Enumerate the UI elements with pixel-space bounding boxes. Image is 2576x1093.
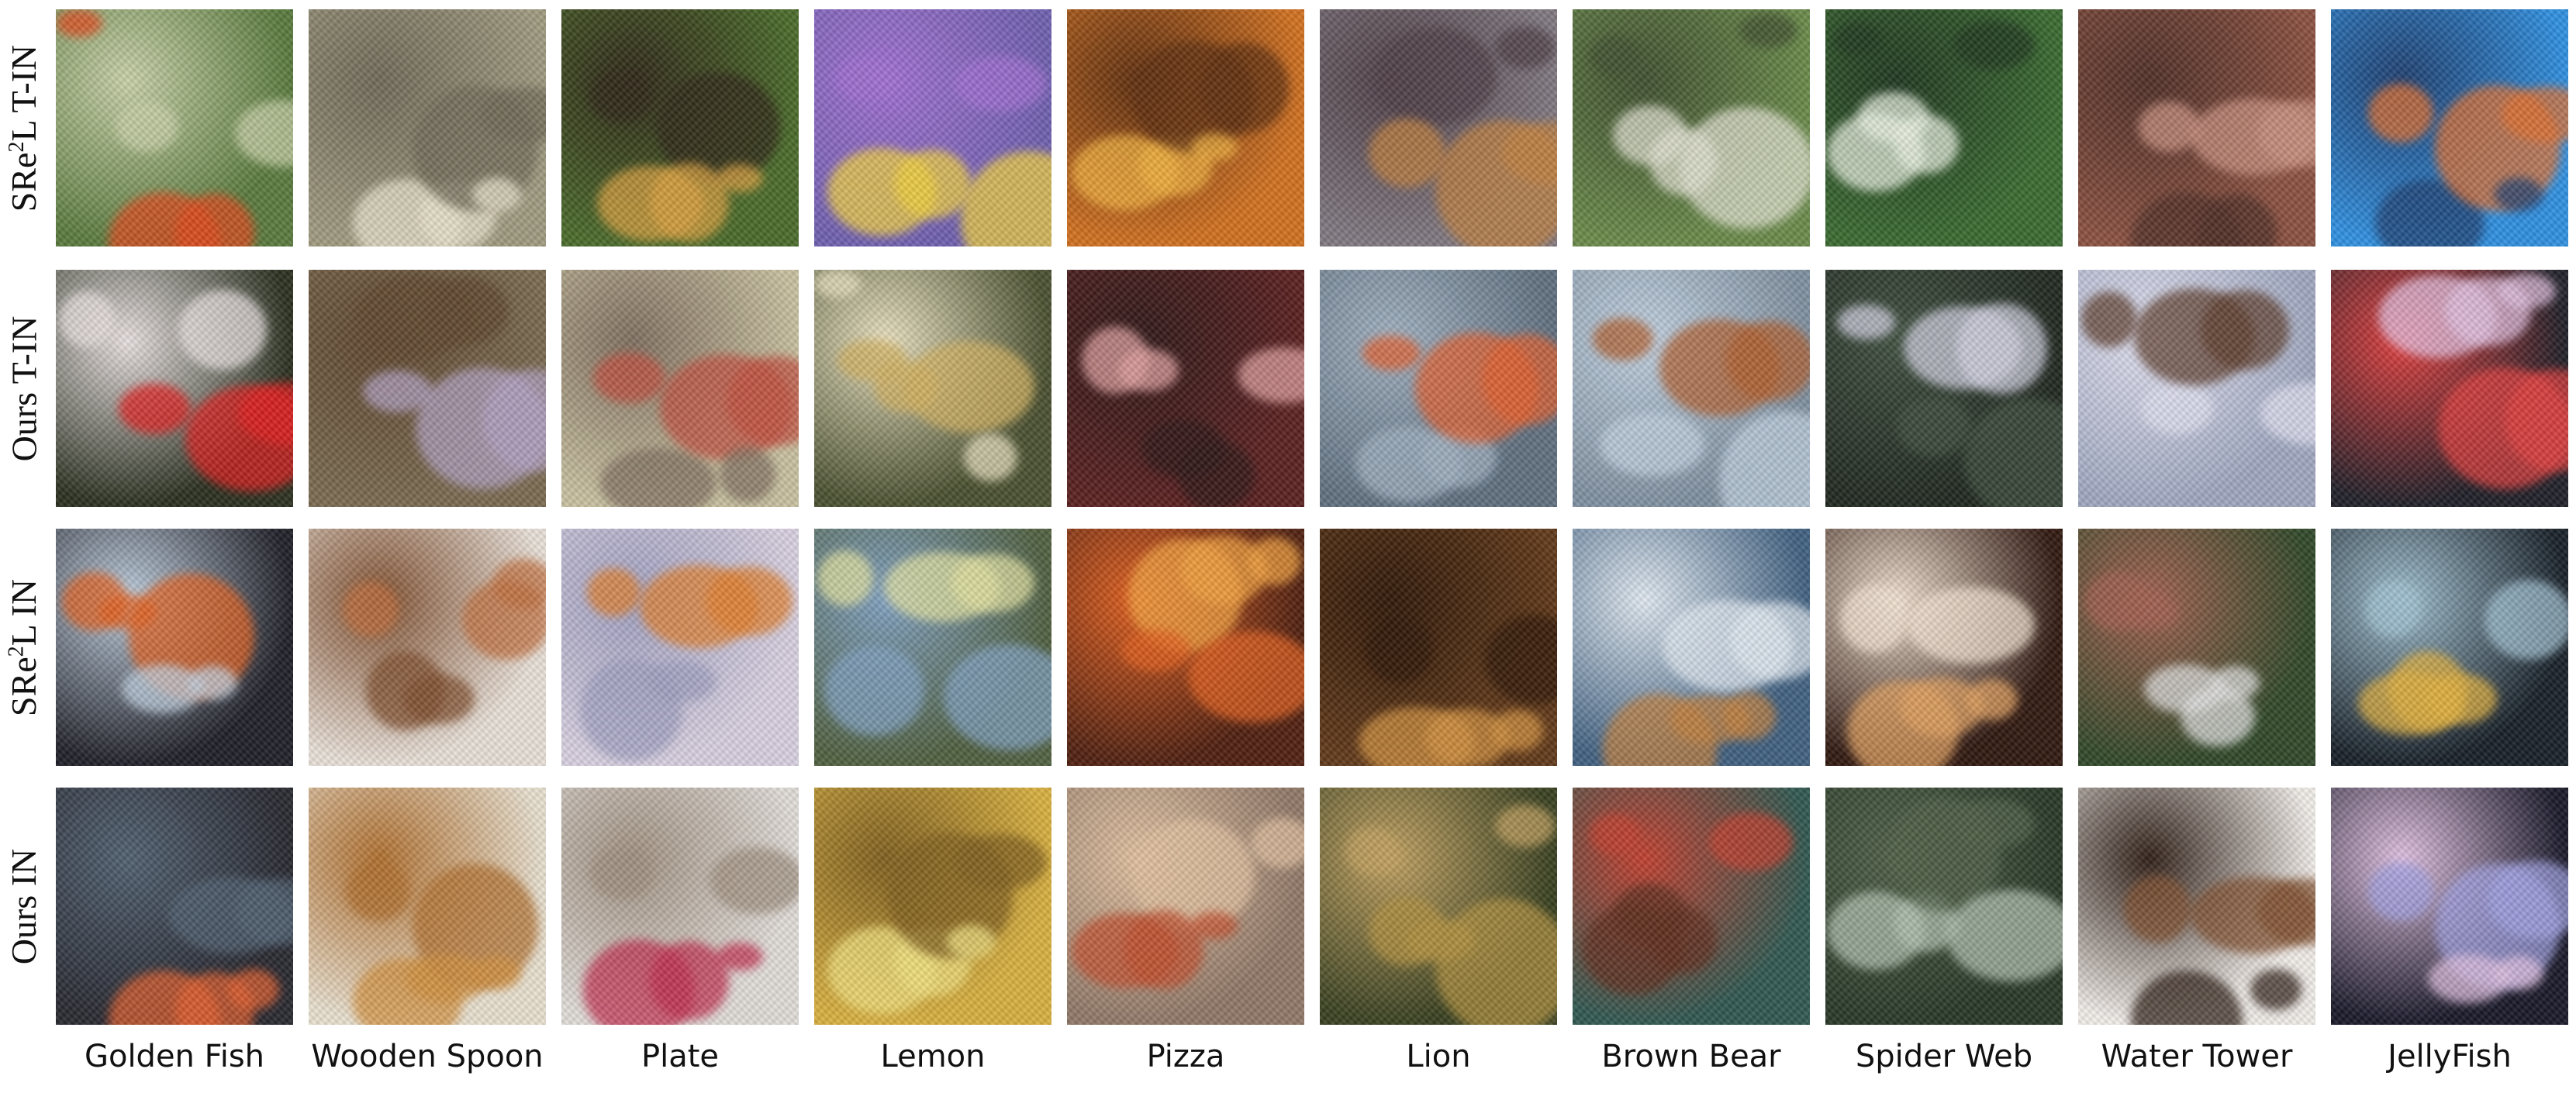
synthetic-image-tile xyxy=(56,788,293,1025)
synthetic-image-tile xyxy=(1067,788,1304,1025)
row-label: SRe2L T-IN xyxy=(0,9,48,247)
synthetic-image-tile xyxy=(2331,529,2568,766)
synthetic-image-tile xyxy=(309,270,546,507)
synthetic-image-tile xyxy=(1573,788,1810,1025)
row-label-text: Ours T-IN xyxy=(4,315,44,461)
class-label: Plate xyxy=(641,1039,720,1074)
synthetic-image-tile xyxy=(561,529,799,766)
row-label-text: SRe2L T-IN xyxy=(4,44,44,212)
synthetic-image-tile xyxy=(561,788,799,1025)
class-label: Lemon xyxy=(880,1039,986,1074)
row-label: Ours IN xyxy=(0,788,48,1025)
synthetic-image-tile xyxy=(1067,9,1304,247)
class-label: Pizza xyxy=(1146,1039,1225,1074)
synthetic-image-tile xyxy=(1573,270,1810,507)
class-label: Spider Web xyxy=(1855,1039,2033,1074)
synthetic-image-tile xyxy=(561,9,799,247)
synthetic-image-tile xyxy=(1320,270,1557,507)
synthetic-image-tile xyxy=(309,529,546,766)
class-label: Water Tower xyxy=(2101,1039,2293,1074)
class-label: Wooden Spoon xyxy=(311,1039,544,1074)
synthetic-image-tile xyxy=(56,270,293,507)
synthetic-image-tile xyxy=(1320,529,1557,766)
row-label: SRe2L IN xyxy=(0,529,48,766)
synthetic-image-tile xyxy=(309,9,546,247)
synthetic-image-tile xyxy=(56,9,293,247)
synthetic-image-tile xyxy=(1825,9,2063,247)
synthetic-image-tile xyxy=(814,9,1051,247)
synthetic-image-tile xyxy=(1067,529,1304,766)
synthetic-image-tile xyxy=(1320,788,1557,1025)
synthetic-image-tile xyxy=(2078,270,2315,507)
synthetic-image-tile xyxy=(1825,788,2063,1025)
row-label-text: Ours IN xyxy=(4,848,44,964)
synthetic-image-tile xyxy=(1320,9,1557,247)
synthetic-image-tile xyxy=(2331,270,2568,507)
synthetic-image-tile xyxy=(1573,529,1810,766)
synthetic-image-tile xyxy=(2331,9,2568,247)
synthetic-image-tile xyxy=(1825,529,2063,766)
synthetic-image-tile xyxy=(814,529,1051,766)
synthetic-image-tile xyxy=(1573,9,1810,247)
synthetic-image-tile xyxy=(2331,788,2568,1025)
synthetic-image-tile xyxy=(2078,529,2315,766)
class-label: Golden Fish xyxy=(84,1039,265,1074)
synthetic-image-tile xyxy=(814,788,1051,1025)
class-label: JellyFish xyxy=(2388,1039,2512,1074)
class-label: Lion xyxy=(1406,1039,1471,1074)
synthetic-image-tile xyxy=(2078,788,2315,1025)
synthetic-image-tile xyxy=(56,529,293,766)
synthetic-image-tile xyxy=(1067,270,1304,507)
synthetic-image-tile xyxy=(1825,270,2063,507)
synthetic-image-tile xyxy=(2078,9,2315,247)
synthetic-image-tile xyxy=(561,270,799,507)
class-label: Brown Bear xyxy=(1601,1039,1781,1074)
row-label: Ours T-IN xyxy=(0,270,48,507)
synthetic-image-tile xyxy=(309,788,546,1025)
synthetic-image-tile xyxy=(814,270,1051,507)
row-label-text: SRe2L IN xyxy=(4,578,44,716)
